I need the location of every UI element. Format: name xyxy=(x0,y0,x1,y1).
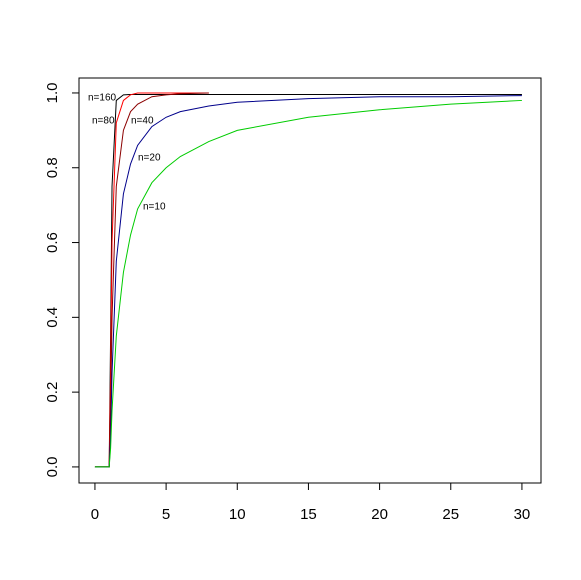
y-tick-label: 0.6 xyxy=(44,232,61,253)
x-tick-label: 5 xyxy=(162,506,170,523)
x-tick-label: 10 xyxy=(229,506,246,523)
x-tick-label: 15 xyxy=(300,506,317,523)
curve-label: n=80 xyxy=(92,116,115,127)
y-tick-label: 0.8 xyxy=(44,157,61,178)
curve-label: n=10 xyxy=(143,202,166,213)
y-tick-label: 0.0 xyxy=(44,456,61,477)
series-line xyxy=(94,95,522,468)
x-tick-label: 20 xyxy=(371,506,388,523)
series-line xyxy=(94,93,522,468)
x-tick-label: 30 xyxy=(514,506,531,523)
y-tick-label: 0.4 xyxy=(44,307,61,328)
y-tick-label: 1.0 xyxy=(44,83,61,104)
y-tick-label: 0.2 xyxy=(44,382,61,403)
x-tick-label: 25 xyxy=(442,506,459,523)
curve-label: n=160 xyxy=(88,93,117,104)
x-tick-label: 0 xyxy=(91,506,99,523)
series-line xyxy=(94,92,209,468)
curve-label: n=40 xyxy=(131,116,154,127)
series-line xyxy=(94,92,209,468)
plot-frame xyxy=(78,77,542,484)
series-line xyxy=(94,99,522,468)
curve-label: n=20 xyxy=(138,153,161,164)
